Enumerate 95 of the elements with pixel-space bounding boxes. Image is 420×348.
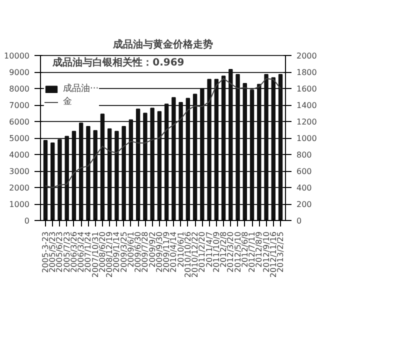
annotation: 成品油与白银相关性：0.969 [52,56,184,69]
bar [250,90,254,220]
x-tick-label: 2011/2/20 [198,231,207,273]
x-tick-label: 2011/4/7 [204,231,214,268]
x-tick-label: 2006/3/24 [76,231,86,273]
bar [186,98,190,220]
y-tick-label: 1000 [9,200,30,209]
x-tick-label: 2010/6/1 [176,231,186,268]
y2-tick-label: 1800 [296,68,317,77]
x-tick-label: 2011/10/9 [212,231,221,273]
x-tick-label: 2010/12/22 [190,232,200,278]
bar [100,114,105,220]
x-tick-label: 2009/9/30 [154,231,164,273]
y2-tick-label: 1000 [296,134,317,143]
x-tick-label: 2005/7/23 [62,231,72,273]
y-tick-label: 9000 [9,68,30,77]
bar [122,126,126,220]
bar [150,108,154,220]
x-tick-label: 2009/9/2 [148,231,157,268]
x-tick-label: 2012/9/10 [262,231,271,273]
y-tick-label: 10000 [4,52,30,60]
y2-tick-label: 2000 [296,52,317,60]
bar [93,130,98,220]
y2-tick-label: 400 [296,184,312,192]
bar [72,130,76,220]
bar [257,84,262,220]
legend-label: 金 [63,96,73,108]
x-tick-label: 2005-3-23 [40,231,50,273]
bar [236,74,240,220]
x-tick-label: 2007/1/24 [84,231,93,273]
y2-tick-label: 200 [296,200,312,209]
bar [228,69,233,220]
bar [264,74,268,220]
chart-title: 成品油与黄金价格走势 [112,38,213,50]
bar [200,88,204,220]
x-tick-label: 2012/2/8 [219,231,228,268]
y-tick-label: 5000 [9,134,30,143]
x-tick-label: 2008/6/20 [98,231,107,273]
x-tick-label: 2005/5/23 [48,231,58,273]
x-tick-label: 2007/10/31 [90,232,100,278]
bar [242,83,248,220]
y-tick-label: 0 [24,216,30,226]
x-tick-label: 2009/3/25 [119,231,128,273]
y2-tick-label: 1600 [296,84,317,94]
x-tick-label: 2010/4/14 [169,231,178,273]
y-tick-label: 4000 [9,150,30,160]
x-tick-label: 2012/6/8 [240,231,250,268]
bar [278,74,283,220]
y2-tick-label: 1200 [296,118,317,126]
bar [143,112,148,220]
x-tick-label: 2009/1/14 [112,231,122,273]
x-tick-label: 2009/6/30 [134,231,143,273]
x-tick-label: 2012/3/20 [226,231,236,273]
y2-tick-label: 0 [296,216,302,226]
y-tick-label: 6000 [9,118,30,126]
x-tick-label: 2005/6/23 [55,231,64,273]
bar [86,126,90,220]
bar [43,140,48,220]
x-tick-label: 2012/11/16 [268,232,278,278]
x-tick-label: 2009/7/28 [140,231,150,273]
x-tick-label: 2009/6/1 [126,231,136,268]
bar [221,76,226,220]
bar [164,104,169,220]
y-tick-label: 7000 [9,101,30,110]
y-tick-label: 3000 [9,167,30,176]
y2-tick-label: 1400 [296,101,317,110]
x-tick-label: 2006/3/26 [69,231,78,273]
y2-tick-label: 800 [296,150,312,160]
y-tick-label: 2000 [9,184,30,192]
x-tick-label: 2012/7/11 [248,231,257,273]
y-tick-label: 8000 [9,84,30,94]
bar [271,77,276,220]
bar [114,130,119,220]
bar [178,102,183,220]
x-tick-label: 2008/12/19 [105,232,114,278]
x-tick-label: 2013/2/25 [276,231,286,273]
legend-label: 成品油··· [63,82,99,95]
bar [192,94,198,220]
bar [207,78,212,220]
bar [50,142,55,220]
bar [157,111,162,220]
x-tick-label: 2012/5/10 [233,231,242,273]
x-tick-label: 2010/10/26 [183,232,192,278]
x-tick-label: 2009/11/9 [162,231,172,273]
bar [136,108,140,220]
x-tick-label: 2012/8/9 [254,231,264,268]
bar [78,122,84,220]
line-series [44,78,282,188]
y2-tick-label: 600 [296,167,312,176]
bar [172,97,176,220]
bar [214,78,219,220]
bar [128,119,134,220]
bar [107,128,112,220]
bar [58,139,62,220]
bar [64,136,69,220]
